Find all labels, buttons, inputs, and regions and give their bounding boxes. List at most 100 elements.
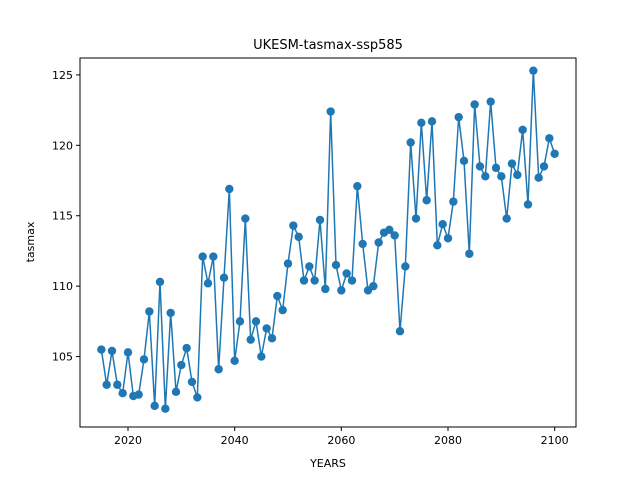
y-tick-label: 125: [52, 69, 73, 82]
data-point: [187, 377, 197, 387]
data-point: [374, 238, 383, 247]
data-point: [321, 284, 330, 294]
data-point: [166, 308, 175, 318]
data-point: [438, 219, 447, 229]
data-point: [342, 269, 351, 278]
data-point: [353, 181, 362, 191]
data-point: [182, 343, 191, 353]
data-point: [534, 173, 543, 182]
data-point: [225, 184, 234, 194]
data-point: [198, 252, 207, 261]
x-tick-label: 2100: [541, 434, 569, 447]
data-point: [395, 327, 405, 336]
data-point: [145, 307, 154, 316]
data-point: [177, 360, 186, 370]
data-point: [326, 107, 335, 116]
chart-title: UKESM-tasmax-ssp585: [253, 38, 403, 53]
y-tick-label: 120: [52, 139, 73, 152]
y-axis-label: tasmax: [24, 221, 37, 262]
data-point: [262, 324, 271, 333]
data-point: [337, 286, 346, 295]
data-point: [310, 276, 319, 285]
data-point: [539, 162, 549, 171]
data-point: [449, 197, 458, 206]
data-point: [171, 387, 181, 396]
data-point: [230, 356, 239, 366]
x-axis-label: YEARS: [309, 457, 346, 470]
data-point: [219, 273, 229, 282]
data-point: [417, 118, 426, 127]
data-point: [497, 172, 506, 181]
data-point: [161, 404, 170, 413]
data-point: [491, 163, 501, 173]
data-point: [214, 365, 223, 374]
series-line: [100, 69, 556, 410]
x-tick-label: 2020: [114, 434, 142, 447]
data-point: [443, 234, 453, 243]
data-point: [278, 305, 287, 315]
data-point: [427, 117, 437, 126]
data-point: [305, 262, 314, 271]
x-tick-label: 2040: [221, 434, 249, 447]
plot-area: 2020 2040 2060 2080 2100 105 110 115 120 125: [52, 66, 569, 447]
data-point: [134, 390, 143, 399]
data-point: [406, 138, 415, 147]
data-point: [486, 97, 495, 106]
data-point: [422, 196, 431, 205]
data-point: [433, 241, 442, 250]
data-point: [315, 215, 325, 225]
data-point: [369, 281, 378, 291]
axes-frame: [79, 57, 577, 428]
data-point: [102, 380, 111, 389]
data-point: [113, 380, 122, 389]
y-tick-label: 115: [52, 210, 73, 223]
data-point: [358, 239, 367, 249]
data-point: [294, 232, 303, 242]
data-point: [267, 334, 277, 343]
data-point: [246, 335, 255, 344]
data-point: [470, 100, 479, 109]
data-point: [518, 125, 527, 135]
data-point: [241, 214, 250, 223]
data-point: [513, 170, 522, 180]
data-point: [150, 401, 159, 411]
data-point: [107, 346, 117, 356]
data-point: [209, 252, 218, 261]
data-point: [465, 249, 474, 258]
data-point: [193, 393, 202, 402]
x-tick-label: 2060: [327, 434, 355, 447]
data-point: [502, 214, 511, 223]
data-point: [118, 388, 127, 398]
data-point: [459, 156, 469, 166]
x-tick-label: 2080: [434, 434, 462, 447]
data-point: [289, 221, 298, 230]
data-point: [283, 259, 293, 268]
data-point: [273, 291, 282, 301]
data-point: [454, 112, 463, 122]
data-point: [235, 317, 245, 326]
data-point: [507, 159, 517, 168]
y-tick-label: 105: [52, 351, 73, 364]
data-point: [545, 134, 554, 143]
data-point: [475, 162, 485, 171]
data-point: [347, 276, 357, 285]
data-point: [299, 276, 309, 285]
data-point: [529, 66, 538, 75]
data-point: [203, 279, 213, 288]
data-point: [331, 260, 341, 270]
data-point: [550, 149, 559, 158]
data-point: [411, 214, 421, 223]
data-point: [155, 277, 165, 287]
data-point: [390, 231, 399, 240]
data-point: [139, 355, 149, 364]
y-tick-label: 110: [52, 280, 73, 293]
data-point: [481, 172, 490, 181]
data-point: [385, 225, 394, 235]
data-point: [123, 348, 133, 357]
data-point: [401, 262, 410, 271]
data-point: [251, 317, 261, 326]
data-point: [257, 352, 266, 361]
data-point: [523, 200, 533, 209]
